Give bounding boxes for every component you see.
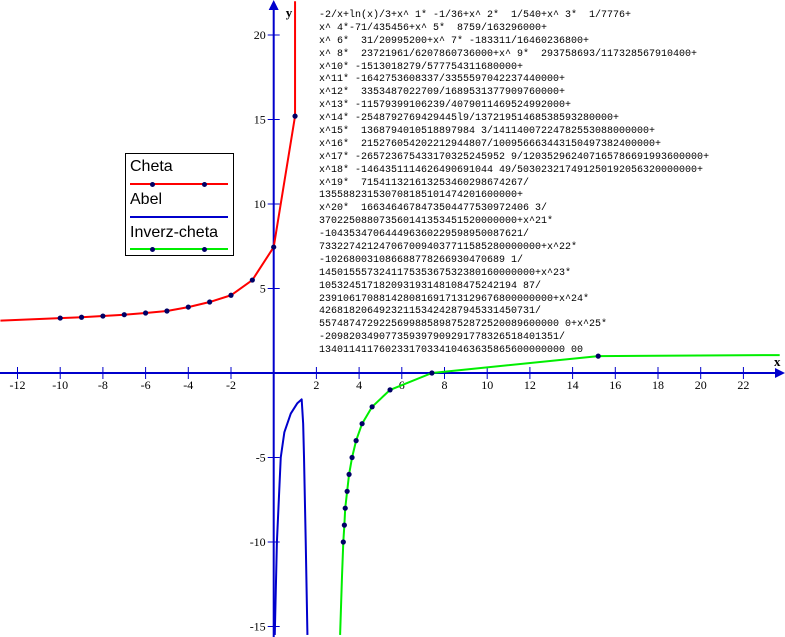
x-tick-label: 18 [652, 378, 664, 392]
annotation-line: x^14* -2548792769429445l9/13721951468538… [319, 113, 620, 125]
x-tick-label: 14 [567, 378, 579, 392]
x-tick-label: -10 [52, 378, 68, 392]
y-tick-label: 20 [254, 28, 266, 42]
data-point-cheta [78, 314, 85, 320]
y-tick-label: -10 [250, 535, 266, 549]
series-expansion-annotation: -2/x+ln(x)/3+x^ 1* -1/36+x^ 2* 1/540+x^ … [319, 10, 709, 358]
data-point-inverz-cheta [387, 387, 393, 393]
x-tick-label: -2 [226, 378, 236, 392]
y-tick-label: 15 [254, 113, 266, 127]
annotation-line: x^15* 1368794010518897984 3/141140072247… [319, 126, 656, 138]
data-point-cheta [249, 277, 255, 283]
legend-marker [202, 181, 207, 187]
data-point-cheta [164, 308, 170, 314]
annotation-line: x^18* -1464351114626490691044 49/5030232… [319, 164, 704, 176]
data-point-inverz-cheta [344, 488, 350, 494]
annotation-line: x^16* 215276054202212944807/100956663443… [319, 138, 662, 150]
x-tick-label: 20 [695, 378, 707, 392]
y-tick-label: 5 [260, 282, 266, 296]
annotation-line: -209820349077359397909291778326518401351… [319, 332, 566, 344]
annotation-line: -104353470644496360229598950087621/ [319, 229, 530, 241]
series-line-abel [273, 398, 309, 635]
annotation-line: 5574874729225699885898752872520089600000… [319, 319, 608, 331]
x-tick-label: -4 [183, 378, 193, 392]
annotation-line: 105324517182093193148108475242194 87/ [319, 280, 542, 292]
x-tick-label: 4 [356, 378, 362, 392]
annotation-line: 239106170881428081691713129676800000000+… [319, 293, 590, 305]
annotation-line: x^17* -265723675433170325245952 9/120352… [319, 151, 710, 163]
annotation-line: x^10* -1513018279/577754311680000+ [319, 61, 524, 73]
annotation-line: x^20* 1663464678473504477530972406 3/ [319, 203, 548, 215]
legend-swatch-abel [130, 216, 228, 218]
y-axis-label: y [286, 5, 293, 20]
data-point-cheta [121, 312, 127, 318]
annotation-line: x^ 8* 23721961/6207860736000+x^ 9* 29375… [319, 48, 698, 60]
legend-label-abel: Abel [130, 191, 163, 208]
annotation-line: 1340114117602331703341046363586560000000… [319, 345, 584, 357]
data-point-cheta [57, 315, 63, 321]
x-tick-label: -12 [10, 378, 26, 392]
data-point-inverz-cheta [353, 438, 359, 444]
x-tick-label: 2 [313, 378, 319, 392]
data-point-cheta [185, 304, 191, 310]
y-tick-label: 10 [254, 197, 266, 211]
data-point-inverz-cheta [346, 471, 352, 477]
data-point-inverz-cheta [340, 539, 346, 545]
legend-label-inverz-cheta: Inverz-cheta [130, 224, 219, 241]
annotation-line: 7332274212470670094037711585280000000+x^… [319, 242, 578, 254]
legend-marker [202, 246, 207, 252]
data-point-inverz-cheta [349, 454, 355, 461]
legend: Cheta Abel Inverz-cheta [125, 153, 234, 256]
annotation-line: 135588231530708185101474201600000+ [319, 190, 524, 202]
annotation-line: 370225088073560141353451520000000+x^21* [319, 216, 554, 228]
x-tick-label: 10 [481, 378, 493, 392]
x-axis-arrow [775, 368, 785, 378]
x-tick-label: 22 [737, 378, 749, 392]
legend-label-cheta: Cheta [130, 158, 173, 175]
annotation-line: x^ 4*-71/435456+x^ 5* 8759/163296000+ [319, 22, 548, 34]
data-point-inverz-cheta [595, 353, 601, 359]
annotation-line: x^11* -1642753608337/3355597042237440000… [319, 74, 566, 86]
y-tick-label: -15 [250, 620, 266, 634]
series-line-cheta [0, 1, 297, 322]
x-tick-label: 8 [442, 378, 448, 392]
legend-marker [150, 246, 155, 252]
data-point-cheta [207, 299, 213, 305]
y-tick-label: -5 [256, 451, 266, 465]
annotation-line: x^19* 715411321613253460298674267/ [319, 177, 530, 189]
data-point-cheta [228, 292, 234, 298]
annotation-line: -2/x+ln(x)/3+x^ 1* -1/36+x^ 2* 1/540+x^ … [319, 10, 632, 21]
legend-swatch-cheta [130, 181, 228, 187]
x-tick-label: 12 [524, 378, 536, 392]
x-tick-label: 16 [609, 378, 621, 392]
data-point-inverz-cheta [359, 421, 365, 427]
data-point-cheta [143, 310, 149, 316]
data-point-inverz-cheta [369, 404, 375, 410]
data-point-cheta [292, 113, 298, 119]
data-point-inverz-cheta [341, 522, 347, 528]
annotation-line: -102680031086688778266930470689 1/ [319, 254, 524, 266]
annotation-line: 426818206492321153424287945331450731/ [319, 306, 542, 318]
data-point-inverz-cheta [429, 370, 435, 376]
data-point-inverz-cheta [342, 505, 348, 511]
x-axis-label: x [774, 354, 781, 369]
series-line-inverz-cheta [339, 354, 780, 635]
annotation-line: x^12* 3353487022709/1689531377909760000+ [319, 87, 566, 99]
x-tick-label: -6 [141, 378, 151, 392]
annotation-line: x^ 6* 31/20995200+x^ 7* -183311/16460236… [319, 35, 590, 47]
annotation-line: x^13* -11579399106239/407901146952499200… [319, 100, 572, 112]
x-tick-label: -8 [98, 378, 108, 392]
data-point-cheta [271, 244, 277, 250]
y-axis-arrow [268, 0, 279, 10]
annotation-line: 145015557324117535367532380160000000+x^2… [319, 267, 572, 279]
legend-swatch-inverz-cheta [130, 246, 228, 252]
data-point-cheta [100, 313, 106, 319]
legend-marker [150, 181, 155, 187]
